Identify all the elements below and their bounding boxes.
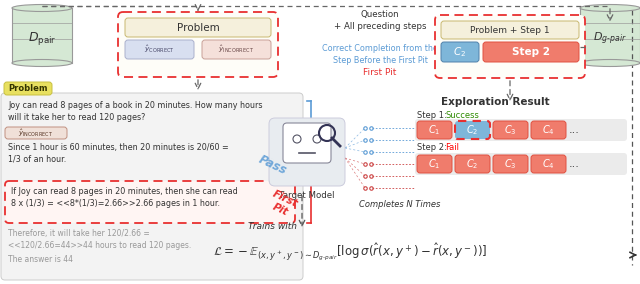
FancyBboxPatch shape	[415, 119, 627, 141]
FancyBboxPatch shape	[441, 21, 579, 39]
Text: $C_1$: $C_1$	[428, 123, 441, 137]
Text: $C_4$: $C_4$	[542, 157, 555, 171]
Text: Joy can read 8 pages of a book in 20 minutes. How many hours
will it take her to: Joy can read 8 pages of a book in 20 min…	[8, 101, 262, 122]
Text: $C_3$: $C_3$	[504, 157, 516, 171]
Text: Trains with: Trains with	[248, 222, 297, 231]
Text: Question
+ All preceding steps: Question + All preceding steps	[333, 10, 426, 31]
FancyBboxPatch shape	[441, 42, 479, 62]
FancyBboxPatch shape	[493, 121, 528, 139]
FancyBboxPatch shape	[269, 118, 345, 186]
Text: Step 1:: Step 1:	[417, 111, 449, 120]
Text: Problem: Problem	[8, 84, 48, 93]
FancyBboxPatch shape	[455, 121, 490, 139]
Text: ...: ...	[569, 159, 580, 169]
Circle shape	[313, 135, 321, 143]
Text: $C_3$: $C_3$	[504, 123, 516, 137]
Text: Problem + Step 1: Problem + Step 1	[470, 26, 550, 34]
Text: Completes N Times: Completes N Times	[359, 200, 441, 209]
FancyBboxPatch shape	[415, 153, 627, 175]
Text: First
Pit: First Pit	[266, 189, 300, 220]
FancyBboxPatch shape	[283, 123, 331, 163]
Text: $\hat{y}_{\mathrm{INCORRECT}}$: $\hat{y}_{\mathrm{INCORRECT}}$	[19, 127, 54, 139]
FancyBboxPatch shape	[493, 155, 528, 173]
Ellipse shape	[12, 60, 72, 66]
Text: Step 2:: Step 2:	[417, 143, 449, 152]
Text: Exploration Result: Exploration Result	[441, 97, 549, 107]
FancyBboxPatch shape	[118, 12, 278, 77]
Text: $\mathcal{L} = -\mathbb{E}_{(x,y^+,y^-)\sim D_{g\text{-}pair}}[\log\sigma(\hat{r: $\mathcal{L} = -\mathbb{E}_{(x,y^+,y^-)\…	[213, 242, 487, 263]
FancyBboxPatch shape	[125, 40, 194, 59]
Ellipse shape	[12, 5, 72, 11]
Text: If Joy can read 8 pages in 20 minutes, then she can read
8 x (1/3) = <<8*(1/3)=2: If Joy can read 8 pages in 20 minutes, t…	[11, 187, 237, 208]
Text: $C_4$: $C_4$	[542, 123, 555, 137]
Text: $\hat{y}_{\mathrm{INCORRECT}}$: $\hat{y}_{\mathrm{INCORRECT}}$	[218, 44, 255, 55]
FancyBboxPatch shape	[5, 127, 67, 139]
Text: $D_{g\text{-}pair}$: $D_{g\text{-}pair}$	[593, 30, 627, 47]
FancyBboxPatch shape	[483, 42, 579, 62]
Text: Since 1 hour is 60 minutes, then 20 minutes is 20/60 =
1/3 of an hour.: Since 1 hour is 60 minutes, then 20 minu…	[8, 143, 228, 164]
FancyBboxPatch shape	[417, 121, 452, 139]
Polygon shape	[580, 8, 640, 63]
FancyBboxPatch shape	[531, 121, 566, 139]
Text: $C_1$: $C_1$	[428, 157, 441, 171]
Ellipse shape	[580, 60, 640, 66]
Text: Problem: Problem	[177, 22, 220, 32]
FancyBboxPatch shape	[125, 18, 271, 37]
FancyBboxPatch shape	[455, 155, 490, 173]
Polygon shape	[12, 8, 72, 63]
Text: ...: ...	[569, 125, 580, 135]
FancyBboxPatch shape	[5, 181, 295, 223]
Text: First Pit: First Pit	[364, 68, 397, 77]
FancyBboxPatch shape	[4, 82, 52, 95]
Text: Pass: Pass	[257, 153, 289, 177]
FancyBboxPatch shape	[1, 93, 303, 280]
Text: $D_{\mathrm{pair}}$: $D_{\mathrm{pair}}$	[28, 30, 56, 47]
Text: $C_2$: $C_2$	[454, 45, 467, 59]
FancyBboxPatch shape	[531, 155, 566, 173]
Text: Success: Success	[445, 111, 479, 120]
Text: Correct Completion from the
Step Before the First Pit: Correct Completion from the Step Before …	[322, 44, 438, 65]
Circle shape	[293, 135, 301, 143]
Text: $C_2$: $C_2$	[467, 123, 479, 137]
FancyBboxPatch shape	[435, 15, 585, 78]
Text: Target Model: Target Model	[279, 191, 335, 200]
Text: Therefore, it will take her 120/2.66 =
<<120/2.66=44>>44 hours to read 120 pages: Therefore, it will take her 120/2.66 = <…	[8, 229, 191, 250]
Text: Fail: Fail	[445, 143, 459, 152]
Ellipse shape	[580, 5, 640, 11]
FancyBboxPatch shape	[202, 40, 271, 59]
Text: Step 2: Step 2	[512, 47, 550, 57]
FancyBboxPatch shape	[417, 155, 452, 173]
Text: $C_2$: $C_2$	[467, 157, 479, 171]
Text: $\hat{y}_{\mathrm{CORRECT}}$: $\hat{y}_{\mathrm{CORRECT}}$	[144, 44, 175, 55]
Text: The answer is 44: The answer is 44	[8, 255, 73, 264]
